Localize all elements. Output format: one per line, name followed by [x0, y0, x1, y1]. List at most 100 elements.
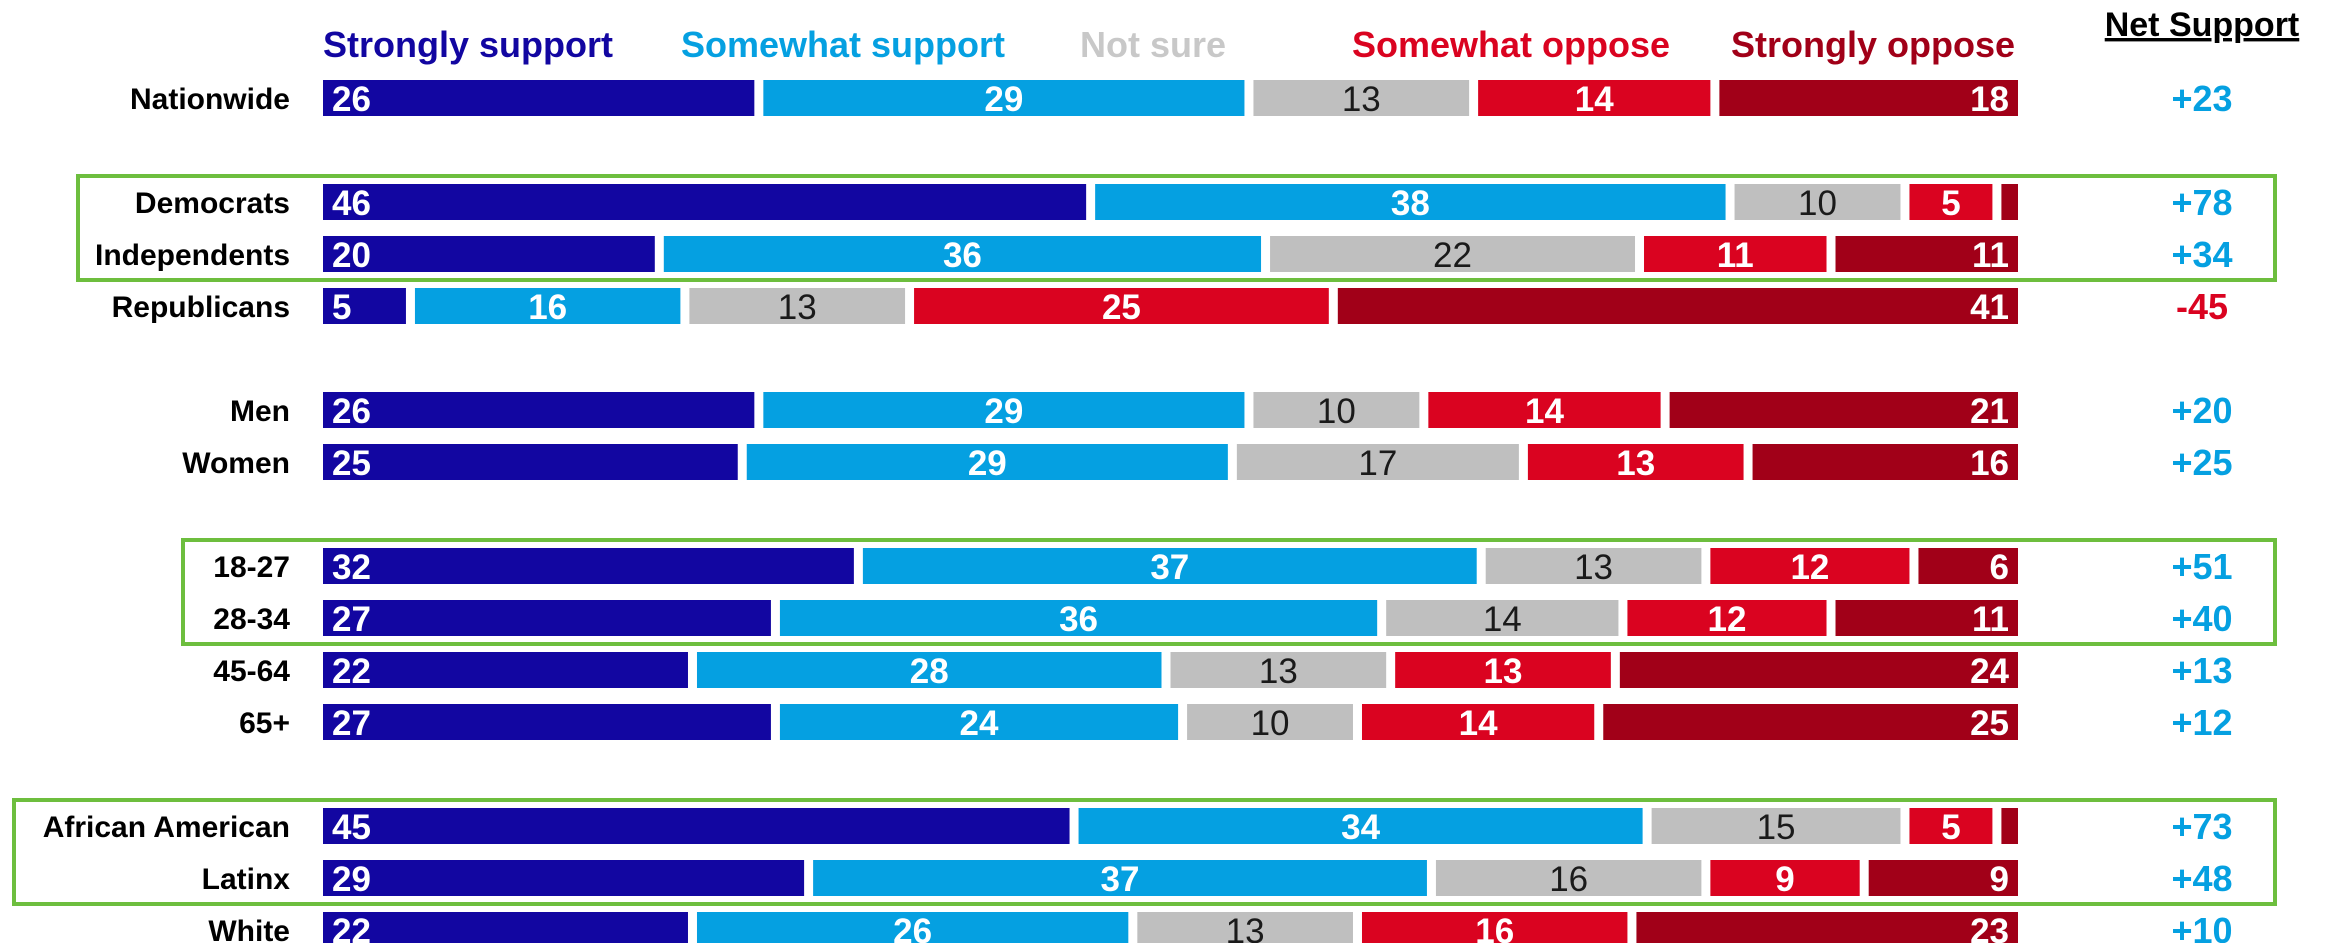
net-value-nationwide: +23 [2171, 78, 2232, 119]
bar-18-27-somewhat-support [862, 548, 1477, 584]
data-label-28-34-somewhat-oppose: 12 [1708, 600, 1747, 639]
net-value-65: +12 [2171, 702, 2232, 743]
data-label-independents-strongly-oppose: 11 [1972, 236, 2009, 275]
data-label-65-not-sure: 10 [1251, 704, 1290, 743]
bar-18-27-not-sure [1485, 548, 1702, 584]
row-label-18-27: 18-27 [213, 551, 290, 584]
data-label-independents-not-sure: 22 [1433, 236, 1472, 275]
data-label-democrats-somewhat-oppose: 5 [1941, 184, 1960, 223]
row-label-65: 65+ [239, 707, 290, 740]
data-label-women-not-sure: 17 [1358, 444, 1397, 483]
data-label-45-64-somewhat-support: 28 [910, 652, 949, 691]
data-label-latinx-strongly-oppose: 9 [1990, 860, 2009, 899]
data-label-45-64-somewhat-oppose: 13 [1484, 652, 1523, 691]
data-label-african-american-somewhat-oppose: 5 [1941, 808, 1960, 847]
bar-democrats-somewhat-support [1095, 184, 1726, 220]
data-label-white-somewhat-support: 26 [893, 912, 932, 943]
data-label-28-34-strongly-support: 27 [332, 600, 371, 639]
data-label-latinx-not-sure: 16 [1549, 860, 1588, 899]
data-label-african-american-somewhat-support: 34 [1341, 808, 1380, 847]
data-label-democrats-strongly-support: 46 [332, 184, 371, 223]
data-label-independents-somewhat-support: 36 [943, 236, 982, 275]
data-label-women-strongly-support: 25 [332, 444, 371, 483]
bar-45-64-somewhat-oppose [1395, 652, 1611, 688]
bar-african-american-strongly-oppose [2001, 808, 2018, 844]
row-label-white: White [208, 915, 290, 943]
data-label-white-strongly-oppose: 23 [1970, 912, 2009, 943]
data-label-latinx-somewhat-support: 37 [1101, 860, 1140, 899]
bar-65-strongly-support [323, 704, 771, 740]
bar-65-somewhat-oppose [1361, 704, 1595, 740]
data-label-democrats-not-sure: 10 [1798, 184, 1837, 223]
bar-nationwide-somewhat-oppose [1478, 80, 1711, 116]
bar-republicans-strongly-oppose [1337, 288, 2018, 324]
data-label-nationwide-strongly-support: 26 [332, 80, 371, 119]
net-value-democrats: +78 [2171, 182, 2232, 223]
data-label-white-somewhat-oppose: 16 [1475, 912, 1514, 943]
highlight-box-democrats-independents [76, 174, 2277, 282]
bar-18-27-strongly-oppose [1918, 548, 2018, 584]
net-value-28-34: +40 [2171, 598, 2232, 639]
bar-nationwide-not-sure [1253, 80, 1470, 116]
bar-african-american-somewhat-support [1078, 808, 1643, 844]
row-label-men: Men [230, 395, 290, 428]
bar-65-not-sure [1187, 704, 1353, 740]
bar-independents-strongly-oppose [1835, 236, 2018, 272]
data-label-republicans-not-sure: 13 [778, 288, 817, 327]
net-value-independents: +34 [2171, 234, 2232, 275]
data-label-65-somewhat-oppose: 14 [1459, 704, 1498, 743]
bar-28-34-somewhat-oppose [1627, 600, 1827, 636]
data-label-independents-somewhat-oppose: 11 [1717, 236, 1754, 275]
bar-18-27-strongly-support [323, 548, 854, 584]
bar-white-strongly-oppose [1636, 912, 2018, 943]
data-label-nationwide-somewhat-oppose: 14 [1575, 80, 1614, 119]
data-label-28-34-strongly-oppose: 11 [1972, 600, 2009, 639]
data-label-45-64-strongly-oppose: 24 [1970, 652, 2009, 691]
row-label-republicans: Republicans [112, 291, 290, 324]
row-label-28-34: 28-34 [213, 603, 290, 636]
bar-african-american-somewhat-oppose [1909, 808, 1993, 844]
data-label-republicans-strongly-oppose: 41 [1970, 288, 2009, 327]
row-label-women: Women [182, 447, 290, 480]
net-support-header: Net Support [2105, 6, 2300, 44]
data-label-men-not-sure: 10 [1317, 392, 1356, 431]
data-label-white-strongly-support: 22 [332, 912, 371, 943]
bar-28-34-strongly-support [323, 600, 771, 636]
bar-45-64-somewhat-support [696, 652, 1162, 688]
data-label-nationwide-not-sure: 13 [1342, 80, 1381, 119]
net-value-women: +25 [2171, 442, 2232, 483]
data-label-28-34-not-sure: 14 [1483, 600, 1522, 639]
bar-latinx-somewhat-oppose [1710, 860, 1860, 896]
data-label-republicans-strongly-support: 5 [332, 288, 351, 327]
data-label-18-27-strongly-oppose: 6 [1990, 548, 2009, 587]
bar-women-strongly-oppose [1752, 444, 2018, 480]
bar-65-strongly-oppose [1603, 704, 2018, 740]
bar-democrats-strongly-support [323, 184, 1087, 220]
row-label-african-american: African American [43, 811, 290, 844]
data-label-republicans-somewhat-oppose: 25 [1102, 288, 1141, 327]
bar-28-34-somewhat-support [779, 600, 1378, 636]
net-value-latinx: +48 [2171, 858, 2232, 899]
bar-latinx-strongly-oppose [1868, 860, 2018, 896]
data-label-women-somewhat-oppose: 13 [1616, 444, 1655, 483]
bar-women-somewhat-support [746, 444, 1228, 480]
bar-independents-strongly-support [323, 236, 655, 272]
net-value-african-american: +73 [2171, 806, 2232, 847]
data-label-latinx-somewhat-oppose: 9 [1775, 860, 1794, 899]
net-value-republicans: -45 [2176, 286, 2228, 327]
data-label-women-somewhat-support: 29 [968, 444, 1007, 483]
bar-latinx-somewhat-support [813, 860, 1427, 896]
bar-latinx-strongly-support [323, 860, 805, 896]
bar-independents-somewhat-oppose [1644, 236, 1827, 272]
row-label-democrats: Democrats [135, 187, 290, 220]
data-label-men-strongly-oppose: 21 [1970, 392, 2009, 431]
bar-45-64-not-sure [1170, 652, 1387, 688]
data-label-african-american-strongly-support: 45 [332, 808, 371, 847]
bar-democrats-somewhat-oppose [1909, 184, 1993, 220]
bar-latinx-not-sure [1435, 860, 1702, 896]
bar-republicans-somewhat-support [414, 288, 681, 324]
data-label-african-american-not-sure: 15 [1757, 808, 1796, 847]
bar-45-64-strongly-oppose [1619, 652, 2018, 688]
bar-men-strongly-oppose [1669, 392, 2018, 428]
highlight-box-african-american-latinx [12, 798, 2277, 906]
